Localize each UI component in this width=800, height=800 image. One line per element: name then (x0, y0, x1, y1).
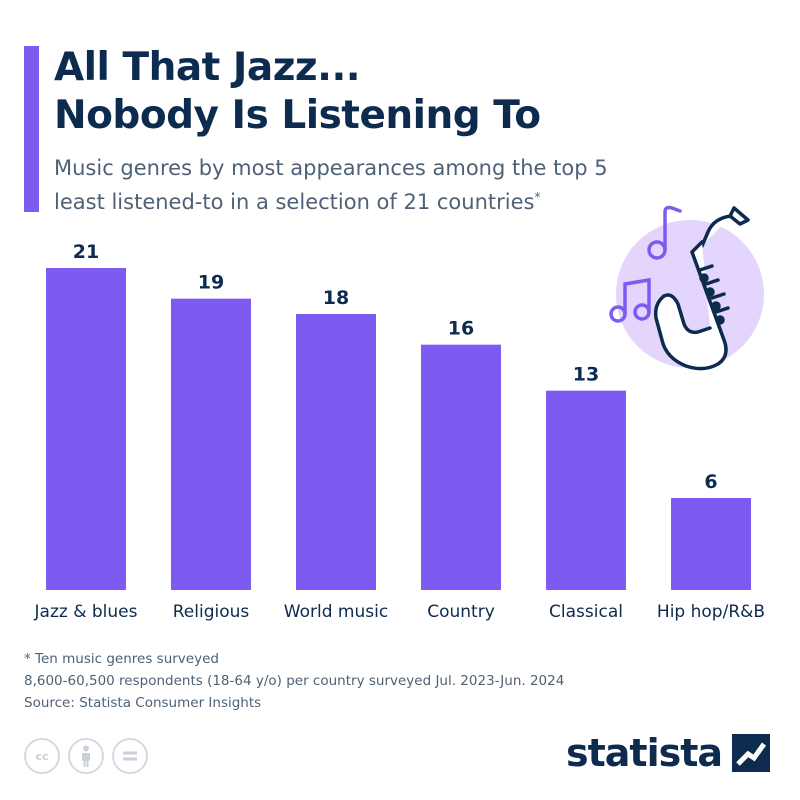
subtitle: Music genres by most appearances among t… (54, 154, 694, 217)
category-label-1: Religious (173, 602, 250, 622)
license-icons[interactable]: cc (24, 738, 148, 778)
statista-logo-icon (732, 734, 771, 772)
bar-value-label-0: 21 (73, 241, 99, 263)
statista-logo[interactable]: statista (566, 728, 771, 778)
category-label-2: World music (284, 602, 388, 622)
bar-0 (46, 268, 126, 590)
subtitle-line-2: least listened-to in a selection of 21 c… (54, 183, 694, 217)
double-music-note-icon (609, 277, 651, 323)
nd-icon[interactable] (112, 738, 148, 774)
subtitle-line-2-text: least listened-to in a selection of 21 c… (54, 190, 535, 214)
saxophone-icon (653, 206, 750, 371)
bar-2 (296, 314, 376, 590)
bar-5 (671, 498, 751, 590)
bar-1 (171, 298, 251, 590)
bar-value-label-4: 13 (573, 364, 599, 386)
source-note: Source: Statista Consumer Insights (24, 695, 262, 711)
subtitle-line-1: Music genres by most appearances among t… (54, 156, 608, 180)
title-line-1: All That Jazz... (54, 45, 361, 90)
footnotes: * Ten music genres surveyed 8,600-60,500… (24, 648, 724, 714)
category-label-4: Classical (549, 602, 623, 622)
bar-value-label-1: 19 (198, 272, 224, 294)
footnote-genres: * Ten music genres surveyed (24, 651, 219, 667)
title-accent-bar (24, 46, 39, 212)
by-icon[interactable] (68, 738, 104, 774)
footnote-respondents: 8,600-60,500 respondents (18-64 y/o) per… (24, 673, 565, 689)
category-label-5: Hip hop/R&B (657, 602, 765, 622)
category-label-3: Country (427, 602, 495, 622)
category-label-0: Jazz & blues (34, 602, 138, 622)
brand-wordmark: statista (566, 731, 723, 775)
music-note-icon (647, 205, 682, 260)
saxophone-illustration (609, 205, 764, 371)
bar-value-label-2: 18 (323, 287, 349, 309)
svg-text:cc: cc (35, 750, 48, 763)
page-title: All That Jazz... Nobody Is Listening To (54, 44, 654, 140)
subtitle-footnote-mark: * (534, 190, 541, 204)
bar-value-label-5: 6 (704, 471, 717, 493)
cc-icon[interactable]: cc (24, 738, 60, 774)
bar-4 (546, 390, 626, 590)
bar-value-label-3: 16 (448, 318, 474, 340)
bar-3 (421, 344, 501, 590)
title-line-2: Nobody Is Listening To (54, 93, 541, 138)
